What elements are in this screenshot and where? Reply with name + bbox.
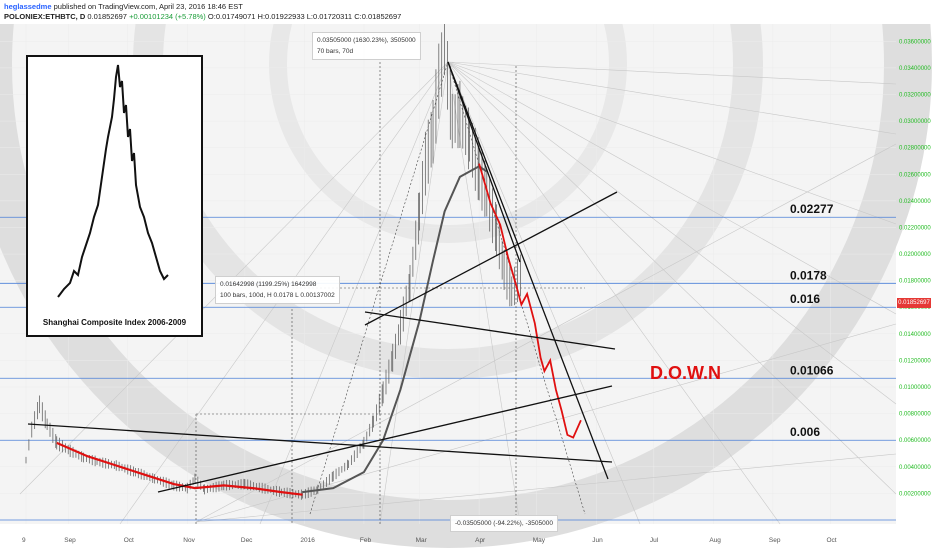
- price-change: +0.00101234 (+5.78%): [129, 12, 206, 21]
- time-tick-label: Jul: [650, 537, 659, 544]
- last-price: 0.01852697: [87, 12, 127, 21]
- time-tick-label: Oct: [124, 537, 134, 544]
- fan-line: [447, 61, 897, 135]
- shanghai-sparkline: [57, 64, 169, 298]
- current-price-tag: 0.01852697: [897, 298, 931, 308]
- open-value: O:0.01749071: [207, 12, 256, 21]
- fan-line: [447, 61, 641, 525]
- projection-line: [478, 163, 582, 439]
- price-tick-label: 0.03200000: [899, 92, 931, 98]
- fan-line: [447, 61, 897, 405]
- trend-line: [364, 311, 616, 350]
- header-line-2: POLONIEX:ETHBTC, D 0.01852697 +0.0010123…: [4, 12, 401, 21]
- time-tick-label: Apr: [475, 537, 486, 544]
- time-axis: 9 Sep Oct Nov Dec 2016 Feb Mar Apr May Jun Jul Aug Se…: [22, 537, 837, 544]
- price-tick-label: 0.00200000: [899, 491, 931, 497]
- time-tick-label: Sep: [64, 537, 76, 544]
- trend-line: [27, 423, 613, 463]
- fan-line: [447, 61, 897, 225]
- fan-line: [195, 453, 897, 523]
- price-tick-label: 0.02600000: [899, 172, 931, 178]
- fib-labels: 0.02277 0.0178 0.016 0.01066 0.006: [790, 202, 834, 439]
- high-value: H:0.01922933: [257, 12, 305, 21]
- trend-line: [364, 191, 618, 326]
- price-tick-label: 0.00800000: [899, 412, 931, 418]
- fib-level-label: 0.0178: [790, 268, 827, 282]
- trend-line: [447, 61, 521, 263]
- price-tick-label: 0.02200000: [899, 225, 931, 231]
- time-tick-label: Oct: [826, 537, 836, 544]
- time-tick-label: Sep: [769, 537, 781, 544]
- fib-level-label: 0.02277: [790, 202, 834, 216]
- measure-info-bottom[interactable]: -0.03505000 (-94.22%), -3505000: [450, 515, 558, 532]
- time-tick-label: Nov: [183, 537, 195, 544]
- close-value: C:0.01852697: [354, 12, 402, 21]
- trend-line: [157, 385, 613, 493]
- measure-info-top[interactable]: 0.03505000 (1630.23%), 3505000 70 bars, …: [312, 32, 421, 60]
- price-tick-label: 0.00600000: [899, 438, 931, 444]
- price-tick-label: 0.01200000: [899, 358, 931, 364]
- measure-mid-line1: 0.01642998 (1199.25%) 1642998: [220, 281, 317, 288]
- price-tick-label: 0.03600000: [899, 39, 931, 45]
- time-tick-label: Dec: [241, 537, 253, 544]
- time-tick-label: May: [533, 537, 546, 544]
- time-tick-label: Mar: [416, 537, 428, 544]
- chart-header: heglassedme published on TradingView.com…: [0, 0, 932, 24]
- trend-lines: [27, 61, 618, 493]
- price-tick-label: 0.02000000: [899, 252, 931, 258]
- measure-top-line2: 70 bars, 70d: [317, 48, 354, 55]
- fan-line: [195, 323, 897, 523]
- price-chart[interactable]: 0.03600000 0.03400000 0.03200000 0.03000000…: [0, 24, 932, 550]
- time-tick-label: 9: [22, 537, 26, 544]
- down-annotation: D.O.W.N: [650, 363, 721, 383]
- measure-bottom-line1: -0.03505000 (-94.22%), -3505000: [455, 520, 553, 527]
- fan-line: [447, 61, 897, 495]
- price-tick-label: 0.02400000: [899, 199, 931, 205]
- symbol-label: POLONIEX:ETHBTC, D: [4, 12, 86, 21]
- header-line-1: heglassedme published on TradingView.com…: [4, 2, 243, 11]
- measure-top-line1: 0.03505000 (1630.23%), 3505000: [317, 37, 416, 44]
- fan-line: [259, 61, 449, 525]
- author-link[interactable]: heglassedme: [4, 2, 52, 11]
- price-axis: 0.03600000 0.03400000 0.03200000 0.03000000…: [899, 39, 931, 497]
- price-tick-label: 0.01800000: [899, 279, 931, 285]
- shanghai-inset: Shanghai Composite Index 2006-2009: [26, 55, 203, 337]
- fan-line: [447, 61, 781, 525]
- price-tick-label: 0.01400000: [899, 332, 931, 338]
- price-tick-label: 0.03400000: [899, 66, 931, 72]
- fib-level-label: 0.006: [790, 425, 820, 439]
- fan-line: [447, 61, 897, 85]
- fib-level-label: 0.016: [790, 292, 820, 306]
- price-tick-label: 0.00400000: [899, 465, 931, 471]
- fan-line: [195, 143, 897, 523]
- trend-line: [447, 61, 609, 480]
- measure-mid-line2: 100 bars, 100d, H 0.0178 L 0.00137002: [220, 292, 335, 299]
- time-tick-label: Jun: [592, 537, 603, 544]
- measure-info-mid[interactable]: 0.01642998 (1199.25%) 1642998 100 bars, …: [215, 276, 340, 304]
- fib-level-label: 0.01066: [790, 363, 834, 377]
- price-tick-label: 0.02800000: [899, 146, 931, 152]
- fan-line: [447, 61, 897, 315]
- fan-lines: [19, 61, 897, 525]
- time-tick-label: Aug: [709, 537, 721, 544]
- price-tick-label: 0.03000000: [899, 119, 931, 125]
- low-value: L:0.01720311: [306, 12, 353, 21]
- price-tick-label: 0.01600000: [899, 305, 931, 311]
- inset-caption: Shanghai Composite Index 2006-2009: [42, 318, 187, 327]
- price-tick-label: 0.01000000: [899, 385, 931, 391]
- time-tick-label: 2016: [300, 537, 315, 544]
- fib-levels: [0, 216, 896, 521]
- published-text: published on TradingView.com, April 23, …: [53, 2, 243, 11]
- time-tick-label: Feb: [360, 537, 372, 544]
